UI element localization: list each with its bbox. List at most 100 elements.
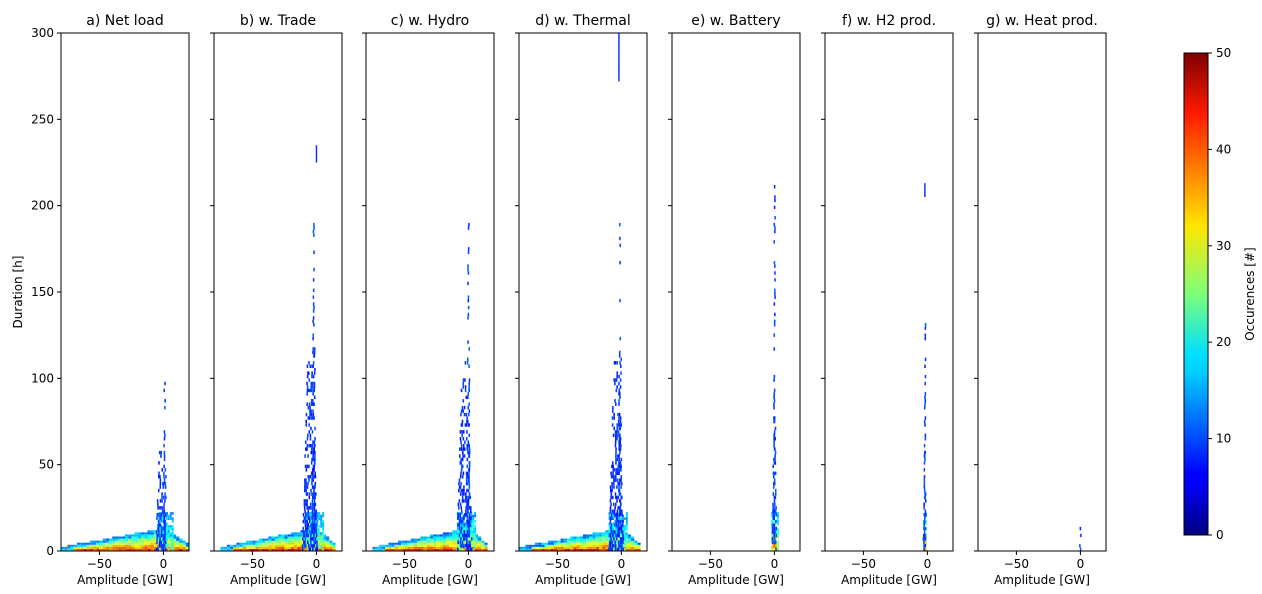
- heatmap-cell: [313, 468, 315, 472]
- heatmap-cell: [592, 542, 596, 545]
- heatmap-cell: [457, 513, 460, 517]
- heatmap-cell: [464, 440, 466, 444]
- heatmap-cell: [449, 544, 453, 547]
- heatmap-cell: [595, 546, 599, 549]
- heatmap-cell: [394, 542, 398, 545]
- heatmap-cell: [459, 475, 462, 479]
- heatmap-cell: [472, 527, 475, 531]
- heatmap-cell: [602, 536, 606, 539]
- heatmap-cell: [616, 509, 619, 514]
- heatmap-cell: [474, 548, 478, 551]
- heatmap-cell: [468, 481, 471, 486]
- heatmap-cell: [179, 542, 183, 545]
- heatmap-cell: [171, 519, 174, 523]
- heatmap-cell: [773, 475, 775, 479]
- heatmap-cell: [161, 499, 163, 503]
- heatmap-cell: [469, 523, 472, 527]
- heatmap-cell: [627, 542, 631, 545]
- heatmap-cell: [287, 540, 291, 543]
- heatmap-cell: [99, 540, 103, 543]
- y-tick-label: 300: [31, 26, 54, 40]
- heatmap-cell: [615, 454, 617, 458]
- heatmap-cell: [171, 543, 174, 546]
- heatmap-cell: [467, 509, 469, 514]
- heatmap-cell: [615, 537, 618, 541]
- heatmap-cell: [290, 538, 294, 541]
- heatmap-cell: [433, 538, 437, 541]
- heatmap-cell: [83, 548, 87, 551]
- heatmap-cell: [613, 481, 615, 486]
- heatmap-cell: [144, 542, 148, 545]
- heatmap-cell: [459, 437, 462, 441]
- heatmap-cell: [433, 546, 437, 549]
- heatmap-cell: [611, 423, 614, 427]
- heatmap-cell: [164, 514, 166, 518]
- heatmap-cell: [125, 540, 129, 543]
- heatmap-cell: [313, 499, 316, 503]
- heatmap-cell: [311, 502, 314, 507]
- heatmap-cell: [923, 485, 926, 489]
- heatmap-cell: [623, 543, 626, 546]
- heatmap-cell: [382, 546, 386, 549]
- heatmap-cell: [112, 538, 116, 541]
- heatmap-cell: [466, 499, 469, 503]
- heatmap-cell: [153, 544, 157, 547]
- heatmap-cell: [398, 544, 402, 547]
- heatmap-cell: [614, 492, 617, 496]
- heatmap-cell: [608, 530, 611, 533]
- y-axis-label: Duration [h]: [11, 256, 25, 329]
- heatmap-cell: [470, 545, 473, 549]
- heatmap-cell: [173, 546, 177, 549]
- heatmap-cell: [528, 548, 532, 551]
- heatmap-cell: [460, 522, 463, 526]
- heatmap-cell: [772, 481, 775, 486]
- heatmap-cell: [308, 464, 310, 469]
- heatmap-cell: [137, 534, 141, 537]
- heatmap-cell: [176, 538, 180, 541]
- heatmap-cell: [426, 536, 430, 539]
- heatmap-cell: [287, 544, 291, 547]
- heatmap-cell: [774, 492, 777, 496]
- heatmap-cell: [923, 523, 926, 527]
- heatmap-cell: [775, 533, 777, 538]
- heatmap-cell: [637, 548, 641, 551]
- heatmap-cell: [462, 527, 465, 531]
- heatmap-cell: [614, 523, 616, 527]
- heatmap-cell: [774, 540, 777, 545]
- heatmap-cell: [394, 546, 398, 549]
- heatmap-cell: [616, 543, 619, 546]
- heatmap-cell: [924, 333, 927, 337]
- heatmap-cell: [611, 547, 613, 551]
- heatmap-cell: [616, 499, 618, 503]
- heatmap-cell: [382, 544, 386, 547]
- heatmap-cell: [620, 547, 622, 551]
- heatmap-cell: [147, 544, 151, 547]
- heatmap-cell: [773, 240, 775, 244]
- heatmap-cell: [162, 533, 164, 538]
- heatmap-cell: [924, 399, 927, 403]
- heatmap-cell: [320, 522, 323, 526]
- heatmap-cell: [141, 546, 145, 549]
- heatmap-cell: [466, 361, 469, 365]
- heatmap-cell: [307, 540, 309, 545]
- heatmap-cell: [478, 542, 482, 545]
- heatmap-cell: [618, 485, 620, 489]
- heatmap-cell: [252, 544, 256, 547]
- heatmap-cell: [923, 547, 925, 551]
- heatmap-cell: [262, 538, 266, 541]
- heatmap-cell: [773, 205, 776, 210]
- heatmap-cell: [462, 522, 465, 526]
- heatmap-cell: [613, 485, 615, 489]
- heatmap-cell: [615, 523, 618, 527]
- heatmap-cell: [616, 478, 618, 482]
- heatmap-cell: [772, 471, 775, 476]
- heatmap-cell: [161, 509, 164, 514]
- heatmap-cell: [622, 514, 624, 518]
- heatmap-cell: [249, 544, 253, 547]
- heatmap-cell: [461, 495, 464, 500]
- heatmap-cell: [458, 485, 461, 489]
- heatmap-cells: [1079, 526, 1082, 551]
- heatmap-cell: [430, 546, 434, 549]
- heatmap-cell: [615, 450, 617, 455]
- heatmap-cell: [459, 461, 462, 465]
